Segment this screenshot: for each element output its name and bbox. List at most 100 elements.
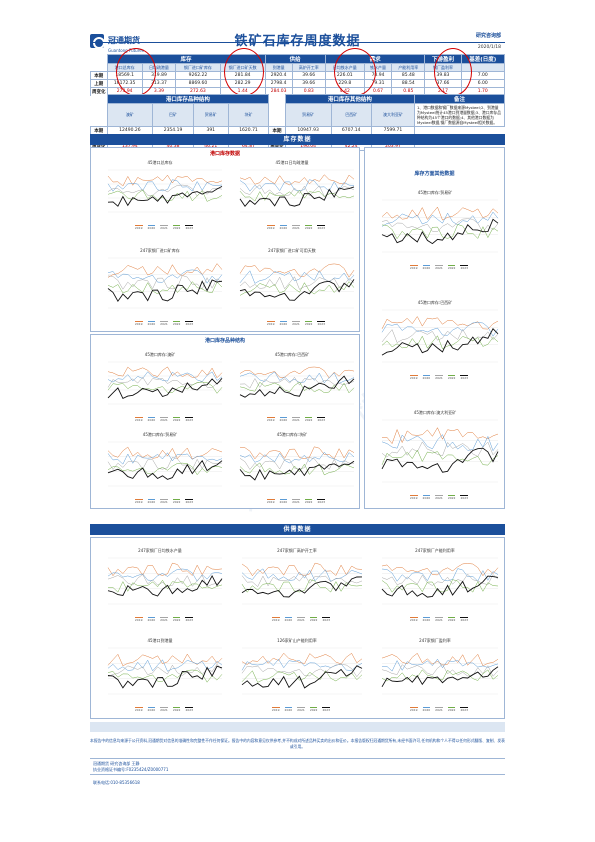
report-title: 铁矿石库存周度数据 (234, 34, 361, 49)
series-line (107, 263, 223, 278)
series-line (107, 174, 223, 187)
series-line (381, 316, 499, 330)
legend-item: 2020 (422, 616, 431, 622)
legend-item: 2019 (271, 616, 280, 622)
mini-chart: 45港口库存:澳矿 2019 2020 2021 2022 2023 (96, 352, 224, 422)
legend-item: 2019 (409, 494, 418, 500)
series-line (241, 568, 363, 582)
series-line (239, 446, 355, 460)
supply-section-bar: 供需数据 (90, 524, 505, 535)
chart-legend: 2019 2020 2021 2022 2023 (238, 416, 354, 422)
legend-item: 2020 (422, 264, 431, 270)
chart-legend: 2019 2020 2021 2022 2023 (238, 498, 354, 504)
summary-cell: 2920.4 (264, 71, 293, 80)
series-line (381, 575, 499, 598)
mini-chart: 247家钢厂高炉开工率 2019 2020 2021 2022 2023 (230, 548, 364, 622)
series-line (381, 211, 499, 227)
legend-item: 2019 (134, 416, 143, 422)
series-line (107, 184, 223, 197)
legend-item: 2022 (309, 706, 318, 712)
port-structure-title: 港口库存品种结构 (106, 94, 270, 104)
summary-col-header: 高炉开工率 (291, 63, 326, 72)
legend-item: 2021 (160, 616, 168, 622)
legend-item: 2023 (185, 224, 194, 230)
legend-item: 2020 (284, 706, 293, 712)
summary-cell: 9262.22 (175, 71, 221, 80)
inventory-section-bar: 库存数据 (90, 134, 505, 145)
legend-item: 2023 (460, 494, 469, 500)
chart-plot (381, 419, 499, 483)
series-line (381, 206, 499, 221)
mini-chart: 45港口总库存 2019 2020 2021 2022 2023 (96, 160, 224, 230)
chart-title: 247家钢厂进口矿库存 (140, 248, 180, 253)
series-line (107, 462, 223, 476)
group-supply: 供给 (264, 54, 326, 64)
legend-item: 2021 (292, 498, 300, 504)
legend-item: 2020 (279, 498, 288, 504)
notes-title: 备注 (414, 94, 505, 104)
summary-cell: 2798.4 (264, 79, 293, 88)
mini-chart: 247家钢厂盈利率 2019 2020 2021 2022 2023 (370, 638, 500, 712)
report-date: 2020/1/18 (477, 45, 501, 50)
summary-col-header: 到港量 (264, 63, 293, 72)
legend-item: 2021 (160, 320, 168, 326)
legend-item: 2022 (172, 224, 181, 230)
chart-legend: 2019 2020 2021 2022 2023 (106, 498, 222, 504)
legend-item: 2021 (160, 498, 168, 504)
chart-title: 45港口库存:巴西矿 (417, 300, 453, 305)
series-line (381, 218, 499, 233)
legend-item: 2019 (266, 224, 275, 230)
chart-legend: 2019 2020 2021 2022 2023 (106, 616, 222, 622)
port-structure-subtitle: 港口库存品种结构 (204, 338, 245, 344)
mini-chart: 247家钢厂产能利用率 2019 2020 2021 2022 2023 (370, 548, 500, 622)
mini-chart: 45港口库存:巴西矿 2019 2020 2021 2022 2023 (370, 300, 500, 380)
disclaimer: 本报告中的信息均来源于公开资料,冠通期货对信息的准确性和完整性不作任何保证。报告… (90, 738, 505, 749)
legend-item: 2022 (172, 706, 181, 712)
series-line (239, 366, 355, 379)
series-line (381, 449, 499, 466)
series-line (107, 568, 223, 582)
series-line (107, 186, 223, 207)
chart-title: 247家钢厂进口矿可用天数 (268, 248, 316, 253)
series-line (239, 381, 355, 394)
legend-item: 2020 (422, 706, 431, 712)
series-line (107, 562, 223, 577)
legend-item: 2021 (160, 224, 168, 230)
series-line (239, 457, 355, 470)
series-line (381, 563, 499, 577)
chart-legend: 2019 2020 2021 2022 2023 (106, 416, 222, 422)
series-line (381, 447, 499, 473)
summary-col-header: 钢厂进口矿库存 (175, 63, 221, 72)
legend-item: 2023 (317, 416, 326, 422)
legend-item: 2023 (185, 616, 194, 622)
chart-title: 45港口日均疏港量 (275, 160, 309, 165)
legend-item: 2023 (460, 616, 469, 622)
legend-item: 2019 (134, 224, 143, 230)
legend-item: 2022 (447, 374, 456, 380)
legend-item: 2022 (304, 498, 313, 504)
series-line (239, 179, 355, 192)
series-line (381, 434, 499, 452)
series-line (239, 460, 355, 481)
series-line (381, 427, 499, 445)
legend-item: 2021 (292, 320, 300, 326)
series-line (381, 664, 499, 677)
port-row: 本期 12490.26 2354.19 391 1620.71 本期 10947.93 670… (90, 126, 505, 135)
series-line (107, 459, 223, 480)
series-line (239, 263, 355, 278)
chart-plot (107, 169, 223, 213)
legend-item: 2020 (147, 320, 156, 326)
chart-legend: 2019 2020 2021 2022 2023 (106, 320, 222, 326)
mini-chart: 247家钢厂日均铁水产量 2019 2020 2021 2022 2023 (96, 548, 224, 622)
highlight-ring (116, 48, 156, 96)
chart-plot (107, 441, 223, 487)
legend-item: 2019 (266, 416, 275, 422)
legend-item: 2020 (147, 706, 156, 712)
highlight-ring (224, 48, 264, 96)
chart-legend: 2019 2020 2021 2022 2023 (380, 264, 498, 270)
legend-item: 2019 (134, 706, 143, 712)
mini-chart: 45港口库存:贸易矿 2019 2020 2021 2022 2023 (370, 190, 500, 270)
legend-item: 2019 (134, 616, 143, 622)
series-line (239, 189, 355, 202)
